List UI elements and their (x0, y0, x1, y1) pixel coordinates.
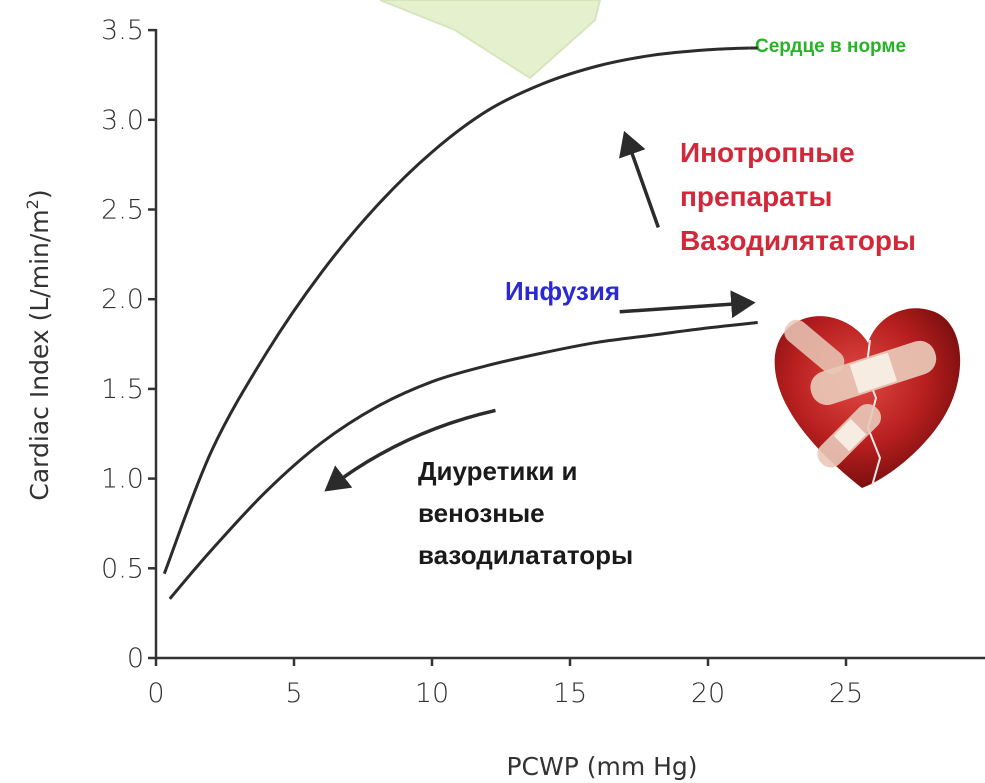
x-tick-label: 20 (691, 678, 725, 709)
series-line-normal-heart (162, 46, 750, 575)
y-tick-label: 1.0 (101, 464, 144, 495)
y-tick-label: 1.5 (101, 374, 144, 405)
x-tick-label: 15 (553, 678, 587, 709)
annotation-inotropes-line-3: Вазодилятаторы (680, 225, 916, 256)
bandage-bottom (817, 403, 882, 468)
x-tick-label: 10 (415, 678, 449, 709)
inotropes-arrow (619, 130, 660, 229)
x-tick-label: 0 (147, 678, 164, 709)
bandage-top-left (784, 319, 845, 375)
annotation-inotropes-line-2: препараты (680, 181, 832, 212)
y-axis-title-main: Cardiac Index (L/min/m (25, 209, 54, 500)
annotation-diuretics-line-3: вазодилататоры (418, 540, 633, 570)
y-tick-label: 0.5 (101, 553, 144, 584)
y-axis-title-close: ) (25, 189, 54, 199)
diuretics-arrow (324, 408, 496, 492)
y-axis-title-superscript: 2 (23, 199, 42, 209)
x-axis-ticks: 0 5 10 15 20 25 (147, 658, 863, 709)
y-tick-label: 2.0 (101, 284, 144, 315)
decorative-banner-shape (379, 0, 602, 80)
y-tick-label: 3.0 (101, 105, 144, 136)
x-axis-title: PCWP (mm Hg) (506, 752, 697, 781)
x-tick-label: 5 (285, 678, 302, 709)
annotation-normal-heart: Сердце в норме (755, 36, 906, 57)
annotation-diuretics-line-2: венозные (418, 498, 545, 528)
y-tick-label: 3.5 (101, 15, 144, 46)
series-line-failing-heart (168, 321, 758, 600)
y-axis-title: Cardiac Index (L/min/m2) (23, 189, 54, 500)
annotation-diuretics-line-1: Диуретики и (418, 456, 578, 486)
infusion-arrow (619, 290, 756, 319)
y-tick-label: 2.5 (101, 195, 144, 226)
bandage-center (810, 340, 937, 406)
bandaged-heart-image (774, 308, 961, 488)
annotation-infusion: Инфузия (505, 276, 620, 306)
y-tick-label: 0 (127, 643, 144, 674)
annotation-inotropes-line-1: Инотропные (680, 137, 855, 168)
y-axis-ticks: 0 0.5 1.0 1.5 2.0 2.5 3.0 3.5 (101, 15, 156, 674)
x-tick-label: 25 (829, 678, 863, 709)
